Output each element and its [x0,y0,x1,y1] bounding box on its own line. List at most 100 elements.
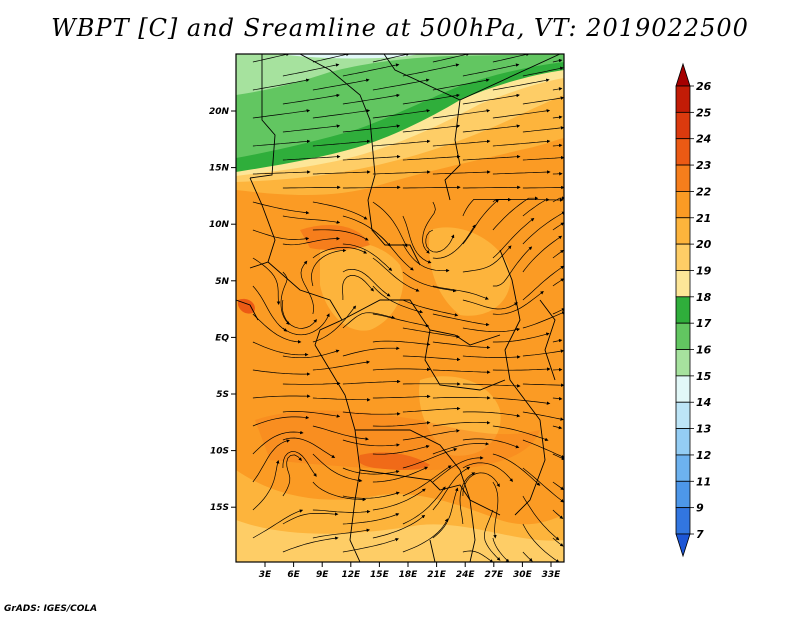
streamline [492,109,551,119]
field-band-15 [236,54,564,95]
streamline [252,201,310,215]
streamline [312,229,369,241]
streamline [432,313,490,327]
colorbar-label: 18 [696,291,712,304]
streamline [522,467,564,503]
streamline [282,154,341,161]
streamline [372,285,424,314]
streamline [552,308,564,315]
field-band-19-south [236,520,564,562]
streamline [402,429,460,441]
streamline [522,551,533,562]
streamline [432,109,491,119]
streamline [492,481,499,539]
streamline [312,54,350,63]
streamline [492,170,551,175]
colorbar-label: 17 [696,317,712,330]
streamline [282,512,339,525]
streamline [402,465,452,497]
streamline [372,444,430,455]
streamline [432,420,491,427]
streamline [522,495,560,541]
streamline [342,439,400,447]
latitude-axis: 20N 15N 10N 5N EQ 5S 10S 15S [209,107,236,513]
streamline [402,327,460,339]
streamline [372,514,426,539]
colorbar-label: 19 [696,264,712,277]
streamline [280,271,290,326]
streamline [252,285,288,332]
streamline [342,243,393,271]
streamline [432,341,491,350]
streamline [282,93,340,105]
field-patch-22-b [255,410,540,470]
colorbar-label: 7 [696,528,704,541]
streamline [492,246,533,287]
streamline [342,63,400,77]
lat-label: 15S [210,503,229,513]
streamline [462,411,521,418]
streamline [552,509,564,520]
streamline [492,78,550,91]
colorbar-bottom-arrow [675,533,691,558]
streamline [492,453,541,486]
streamline [252,139,311,147]
streamline [552,249,564,259]
streamline [372,313,430,328]
streamline [432,466,471,511]
streamline [342,185,401,190]
streamline [312,397,371,402]
streamline [402,154,461,161]
footer-credit: GrADS: IGES/COLA [4,604,98,614]
streamline [522,383,564,387]
streamline [425,229,455,253]
streamline [492,54,530,63]
lon-label: 6E [287,570,300,580]
streamline [342,154,401,161]
field-blob-20-a [320,241,404,331]
streamline [492,217,535,259]
streamline [342,491,400,499]
lat-label: 15N [209,164,230,174]
colorbar-label: 26 [696,80,712,93]
streamline [552,143,563,148]
streamline [342,312,396,329]
lon-label: 3E [259,570,272,580]
streamline [462,355,521,359]
streamline [312,109,371,119]
streamline [462,185,521,190]
colorbar-top-arrow [675,62,691,87]
streamline [342,124,401,133]
streamline [462,199,500,245]
streamline [552,58,563,63]
colorbar-segment [675,507,691,535]
streamline [402,355,461,362]
colorbar-label: 21 [696,212,711,225]
lon-label: 27E [484,570,504,580]
streamline [402,215,432,264]
streamline [432,456,484,483]
streamline [312,528,371,539]
streamline [522,411,564,421]
colorbar-label: 20 [696,238,712,251]
streamline [552,537,564,547]
streamline [432,54,470,63]
streamline [552,425,563,430]
colorbar-segment [675,164,691,192]
colorbar-segment [675,217,691,245]
streamlines [252,54,564,562]
streamline [432,487,459,539]
streamline [402,448,458,469]
streamline [522,265,564,301]
streamline [432,442,490,455]
field-patch-22-a [300,225,370,251]
streamline [462,472,500,497]
streamline [311,248,347,287]
streamline [252,109,311,119]
streamline [342,513,400,525]
streamline [432,369,491,374]
streamline [522,523,560,562]
streamline [552,196,564,203]
colorbar-segment [675,375,691,403]
